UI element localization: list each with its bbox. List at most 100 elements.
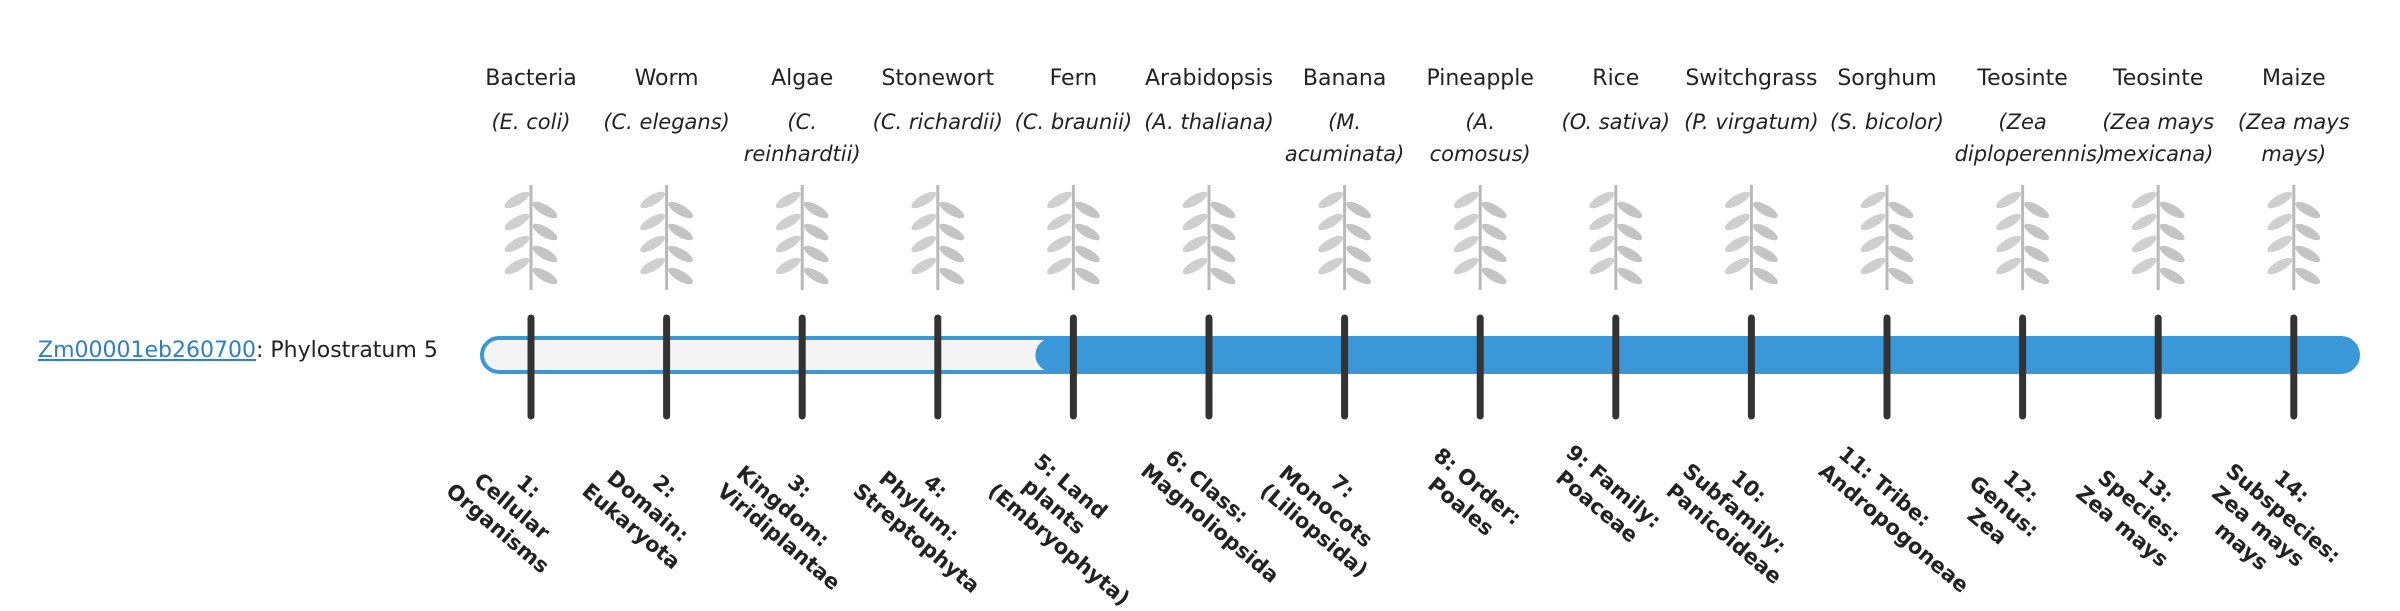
- leaf: [1453, 257, 1479, 275]
- leaf: [911, 257, 937, 275]
- leaf: [1047, 213, 1072, 231]
- organism-illustration: [1589, 185, 1643, 290]
- leaf: [1996, 213, 2021, 231]
- leaf: [911, 235, 937, 253]
- organism-illustration: [1047, 185, 1100, 290]
- leaf: [1453, 213, 1479, 231]
- leaf: [803, 223, 829, 241]
- leaf: [803, 267, 829, 285]
- organism-name: Maize: [2261, 66, 2326, 91]
- species-name: (C. richardii): [872, 110, 1003, 134]
- gene-label: Zm00001eb260700: Phylostratum 5: [38, 338, 438, 363]
- leaf: [2159, 201, 2185, 219]
- leaf: [1888, 223, 1914, 241]
- leaf: [532, 267, 558, 285]
- leaf: [1318, 257, 1343, 275]
- bar-fill: [1035, 338, 2358, 372]
- leaf: [2131, 191, 2157, 209]
- leaf: [803, 201, 829, 219]
- organism-name: Fern: [1049, 66, 1098, 91]
- leaf: [1453, 191, 1479, 209]
- leaf: [2131, 257, 2157, 275]
- leaf: [1047, 191, 1072, 209]
- leaf: [1589, 191, 1615, 209]
- leaf: [2295, 223, 2321, 241]
- leaf: [1753, 245, 1778, 263]
- organism-illustration: [2131, 185, 2185, 290]
- leaf: [668, 201, 693, 219]
- leaf: [775, 257, 801, 275]
- leaf: [1589, 235, 1615, 253]
- species-name: (A. comosus): [1429, 110, 1531, 166]
- species-name: (S. bicolor): [1830, 110, 1944, 134]
- species-name: (C. elegans): [603, 110, 730, 134]
- leaf: [1075, 245, 1100, 263]
- leaf: [504, 257, 530, 275]
- leaf: [1481, 245, 1507, 263]
- organism-name: Worm: [634, 66, 699, 91]
- leaf: [911, 191, 937, 209]
- organism-name: Arabidopsis: [1144, 66, 1274, 91]
- leaf: [1210, 267, 1236, 285]
- leaf: [1182, 213, 1208, 231]
- leaf: [2024, 201, 2049, 219]
- leaf: [2267, 213, 2293, 231]
- gene-link[interactable]: Zm00001eb260700: [38, 338, 256, 363]
- leaf: [1210, 201, 1236, 219]
- leaf: [1617, 267, 1643, 285]
- leaf: [668, 245, 693, 263]
- leaf: [1481, 201, 1507, 219]
- species-name: (Zea mays mays): [2237, 110, 2350, 166]
- leaf: [2024, 245, 2049, 263]
- leaf: [1182, 235, 1208, 253]
- organism-illustration: [1996, 185, 2049, 290]
- leaf: [1346, 223, 1371, 241]
- leaf: [640, 191, 665, 209]
- species-name: (Zea mays mexicana): [2102, 110, 2215, 166]
- leaf: [2131, 235, 2157, 253]
- organism-name: Teosinte: [2113, 66, 2204, 91]
- leaf: [2267, 257, 2293, 275]
- leaf: [1182, 257, 1208, 275]
- leaf: [1617, 201, 1643, 219]
- leaf: [1888, 267, 1914, 285]
- leaf: [1996, 235, 2021, 253]
- leaf: [1481, 267, 1507, 285]
- leaf: [2295, 201, 2321, 219]
- organism-illustration: [2267, 185, 2321, 290]
- organism-illustration: [1860, 185, 1914, 290]
- leaf: [2267, 235, 2293, 253]
- leaf: [775, 191, 801, 209]
- organism-illustration: [775, 185, 829, 290]
- leaf: [1047, 257, 1072, 275]
- species-name: (E. coli): [491, 110, 571, 134]
- stratum-label: : Phylostratum: [255, 338, 417, 363]
- leaf: [1753, 267, 1778, 285]
- leaf: [775, 235, 801, 253]
- leaf: [1318, 191, 1343, 209]
- organism-name: Teosinte: [1977, 66, 2068, 91]
- leaf: [1753, 223, 1778, 241]
- leaf: [2295, 245, 2321, 263]
- leaf: [1888, 245, 1914, 263]
- leaf: [2024, 267, 2049, 285]
- leaf: [640, 235, 665, 253]
- organism-illustration: [1725, 185, 1778, 290]
- leaf: [2131, 213, 2157, 231]
- leaf: [2267, 191, 2293, 209]
- species-name: (P. virgatum): [1684, 110, 1819, 134]
- timeline: [480, 185, 2360, 420]
- organism-name: Pineapple: [1426, 66, 1534, 91]
- species-name: (Zea diploperennis): [1954, 110, 2106, 166]
- leaf: [1210, 223, 1236, 241]
- leaf: [1617, 223, 1643, 241]
- leaf: [1075, 223, 1100, 241]
- leaf: [1182, 191, 1208, 209]
- organism-illustration: [1318, 185, 1371, 290]
- leaf: [1888, 201, 1914, 219]
- leaf: [1996, 191, 2021, 209]
- leaf: [1318, 213, 1343, 231]
- leaf: [1318, 235, 1343, 253]
- leaf: [911, 213, 937, 231]
- leaf: [775, 213, 801, 231]
